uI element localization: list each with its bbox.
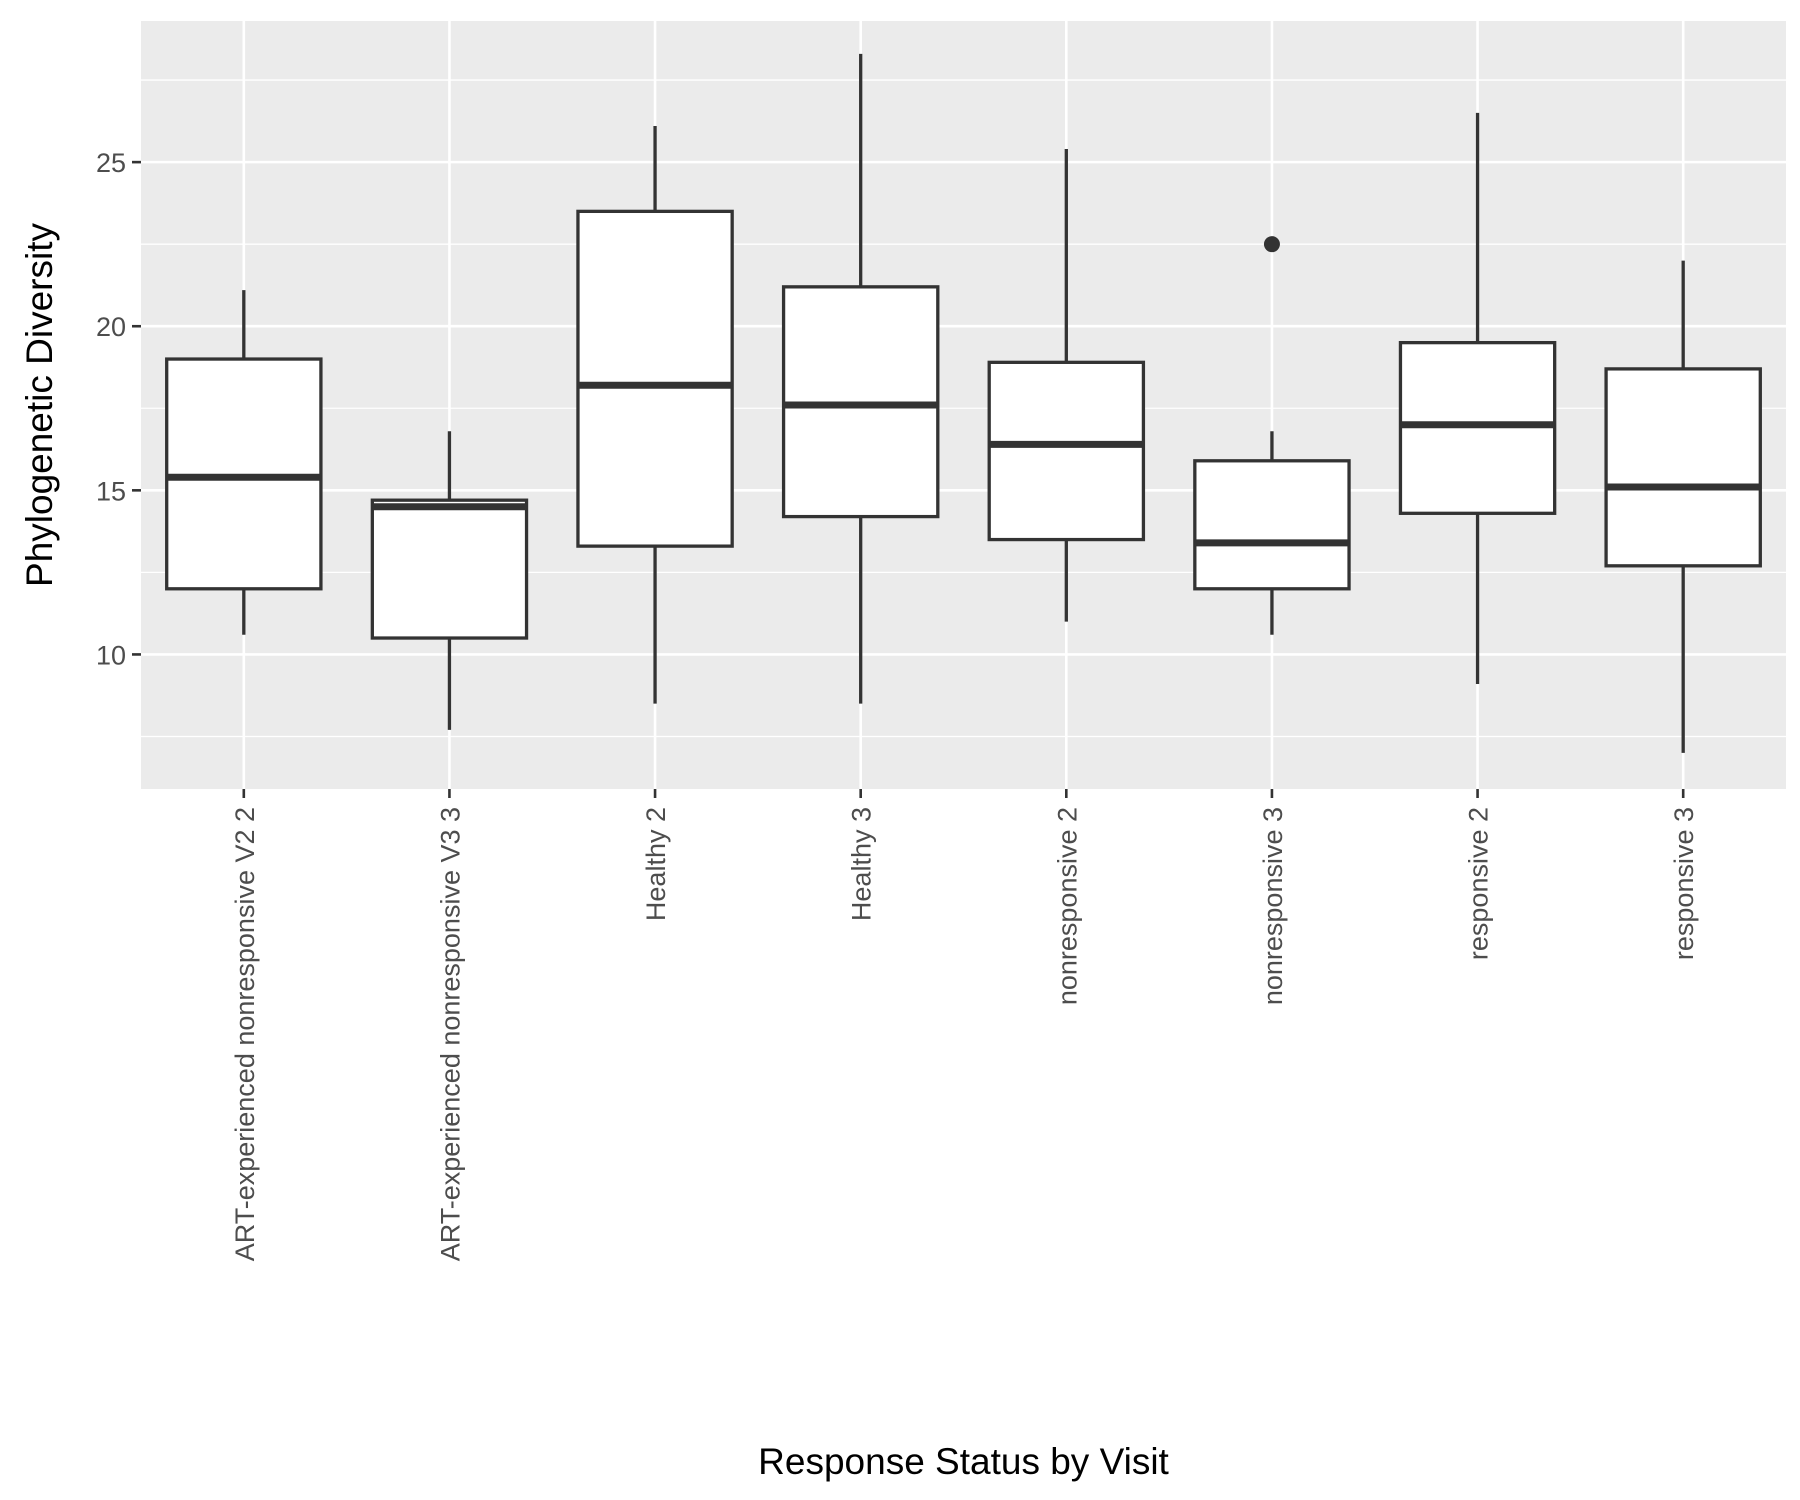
- y-axis: 10 15 20 25: [96, 148, 141, 670]
- box-iqr: [1193, 459, 1351, 591]
- x-tick-label: responsive 3: [1669, 807, 1699, 960]
- box-group: [1604, 260, 1762, 753]
- y-tick-label: 15: [96, 476, 126, 506]
- box-group: [370, 431, 529, 730]
- box-iqr: [1604, 367, 1762, 568]
- box-iqr: [987, 360, 1146, 542]
- y-tick-label: 25: [96, 148, 126, 178]
- x-tick-label: Healthy 3: [847, 807, 877, 921]
- x-tick-label: ART-experienced nonresponsive V3 3: [435, 807, 465, 1261]
- x-axis: ART-experienced nonresponsive V2 2 ART-ex…: [230, 789, 1699, 1261]
- y-tick-label: 10: [96, 640, 126, 670]
- x-tick-label: ART-experienced nonresponsive V2 2: [230, 807, 260, 1261]
- box-group: [781, 53, 940, 704]
- box-iqr: [370, 498, 529, 640]
- x-tick-label: nonresponsive 3: [1258, 807, 1288, 1005]
- outlier-point: [1263, 236, 1280, 253]
- x-tick-label: responsive 2: [1464, 807, 1494, 960]
- boxes: [165, 53, 1762, 753]
- x-tick-label: nonresponsive 2: [1052, 807, 1082, 1005]
- y-axis-title: Phylogenetic Diversity: [19, 223, 60, 587]
- box-group: [165, 290, 323, 635]
- box-iqr: [576, 209, 734, 548]
- box-group: [987, 149, 1146, 622]
- y-tick-label: 20: [96, 312, 126, 342]
- box-group: [1193, 236, 1351, 635]
- x-axis-title: Response Status by Visit: [758, 1441, 1169, 1482]
- box-group: [576, 126, 734, 704]
- box-group: [1398, 112, 1557, 684]
- x-tick-label: Healthy 2: [641, 807, 671, 921]
